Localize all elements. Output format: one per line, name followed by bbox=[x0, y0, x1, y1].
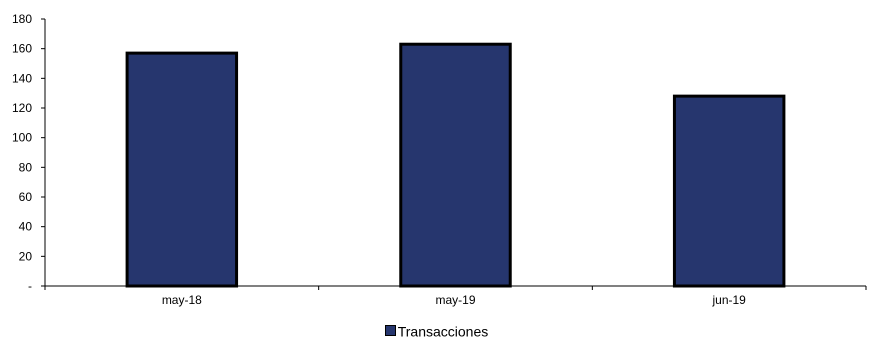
bar bbox=[672, 94, 786, 288]
y-tick-label: 60 bbox=[19, 190, 33, 204]
bars bbox=[125, 42, 786, 288]
y-tick-label: 180 bbox=[12, 12, 32, 26]
legend: Transacciones bbox=[0, 322, 873, 339]
y-tick-label: 160 bbox=[12, 42, 32, 56]
x-tick-label: jun-19 bbox=[711, 293, 746, 307]
bar bbox=[399, 42, 512, 288]
y-tick-label: 120 bbox=[12, 101, 32, 115]
y-axis: - 20 40 60 80 100 120 140 160 180 bbox=[12, 12, 46, 293]
y-tick-label: 80 bbox=[19, 160, 33, 174]
y-tick-label: 20 bbox=[19, 249, 33, 263]
y-tick-label: 40 bbox=[19, 220, 33, 234]
y-tick-label: 140 bbox=[12, 71, 32, 85]
y-tick-label: 100 bbox=[12, 131, 32, 145]
bar bbox=[125, 51, 239, 288]
legend-swatch bbox=[384, 324, 396, 336]
x-axis: may-18 may-19 jun-19 bbox=[44, 285, 867, 307]
y-tick-label: - bbox=[28, 279, 32, 293]
legend-label: Transacciones bbox=[397, 323, 489, 340]
x-tick-label: may-19 bbox=[435, 293, 475, 307]
x-tick-label: may-18 bbox=[162, 293, 202, 307]
